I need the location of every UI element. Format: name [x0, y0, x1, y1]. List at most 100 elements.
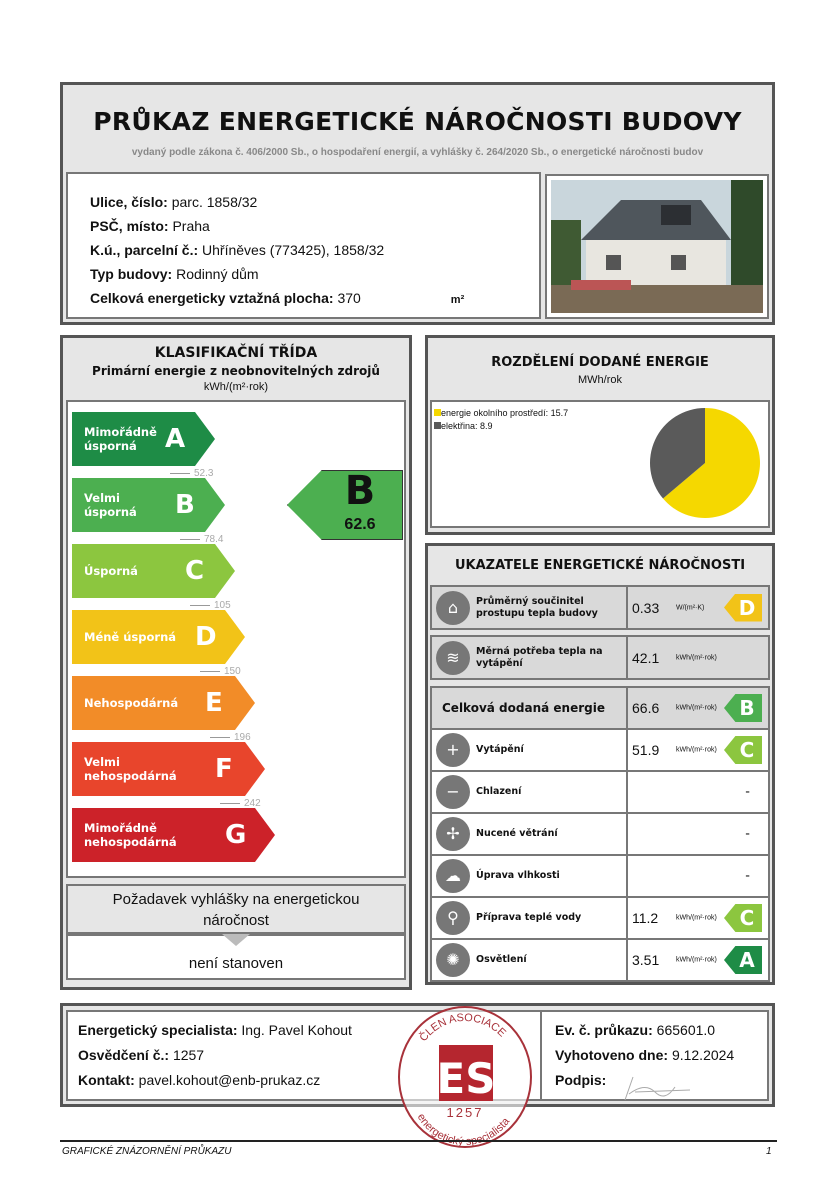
class-letter: G	[225, 820, 247, 850]
column-divider	[626, 688, 628, 728]
indicator-value: 66.6	[632, 700, 660, 716]
distribution-pie	[650, 408, 760, 518]
indicator-name: Průměrný součinitel prostupu tepla budov…	[476, 595, 598, 619]
indicator-row: ≋ Měrná potřeba tepla na vytápění 42.1 kWh/…	[430, 635, 770, 680]
indicator-unit: kWh/(m²·rok)	[676, 654, 717, 661]
legend-swatch	[434, 422, 441, 429]
class-threshold: 52.3	[170, 468, 213, 479]
indicator-empty: -	[745, 868, 750, 884]
indicator-class-badge: C	[724, 736, 762, 764]
specialist-info: Energetický specialista: Ing. Pavel Koho…	[78, 1018, 352, 1093]
result-class-letter: B	[344, 468, 376, 514]
lightbulb-icon: ✺	[436, 943, 470, 977]
faucet-icon: ⚲	[436, 901, 470, 935]
indicator-name: Chlazení	[476, 786, 522, 797]
ev-number-label: Ev. č. průkazu:	[555, 1022, 653, 1038]
class-threshold: 242	[220, 798, 261, 809]
indicator-class-badge: B	[724, 694, 762, 722]
ku-label: K.ú., parcelní č.:	[90, 242, 199, 258]
specialist-divider	[540, 1010, 542, 1101]
legend-label: energie okolního prostředí: 15.7	[441, 408, 569, 418]
indicator-unit: kWh/(m²·rok)	[676, 914, 717, 922]
indicator-row: Celková dodaná energie 66.6 kWh/(m²·rok) B	[430, 686, 770, 730]
contact-email: pavel.kohout@enb-prukaz.cz	[138, 1072, 321, 1088]
indicator-row: ☁ Úprava vlhkosti -	[430, 854, 770, 898]
distribution-title: ROZDĚLENÍ DODANÉ ENERGIE	[491, 355, 709, 370]
signature-label: Podpis:	[555, 1072, 607, 1088]
class-letter: D	[195, 622, 217, 652]
requirement-header	[66, 884, 406, 934]
class-threshold: 78.4	[180, 534, 223, 545]
indicator-name: Vytápění	[476, 744, 524, 755]
class-label: Mimořádně úsporná	[84, 425, 157, 453]
classification-subtitle: Primární energie z neobnovitelných zdroj…	[92, 364, 380, 378]
class-letter: A	[165, 424, 186, 454]
specialist-name: Ing. Pavel Kohout	[241, 1022, 352, 1038]
class-bar-f: Velmi nehospodárná F	[72, 742, 265, 796]
area-label: Celková energeticky vztažná plocha:	[90, 290, 334, 306]
legend-item-electricity: elektřina: 8.9	[434, 420, 568, 433]
requirement-pointer	[222, 934, 250, 946]
building-info: Ulice, číslo: parc. 1858/32 PSČ, místo: …	[66, 172, 541, 319]
indicator-value: 42.1	[632, 649, 660, 666]
column-divider	[626, 898, 628, 938]
classification-title: KLASIFIKAČNÍ TŘÍDA	[154, 345, 318, 361]
column-divider	[626, 814, 628, 854]
footer-divider	[60, 1140, 777, 1142]
class-bar-g: Mimořádně nehospodárná G	[72, 808, 275, 862]
requirement-title: Požadavek vyhlášky na energetickou nároč…	[112, 891, 360, 929]
building-photo	[545, 174, 769, 319]
indicator-value: 11.2	[632, 910, 659, 926]
class-label: Velmi úsporná	[84, 491, 137, 519]
type-value: Rodinný dům	[176, 266, 259, 282]
indicator-value: 0.33	[632, 599, 660, 616]
class-label: Velmi nehospodárná	[84, 755, 177, 783]
signature-image	[624, 1076, 691, 1101]
certificate-label: Osvědčení č.:	[78, 1047, 170, 1063]
column-divider	[626, 587, 628, 628]
column-divider	[626, 856, 628, 896]
class-letter: B	[175, 490, 195, 520]
column-divider	[626, 772, 628, 812]
indicator-class-badge: C	[724, 904, 762, 932]
pie-slice-0	[663, 408, 760, 518]
class-bar-d: Méně úsporná D	[72, 610, 245, 664]
class-threshold: 150	[200, 666, 241, 677]
class-label: Úsporná	[84, 564, 138, 578]
house-icon: ⌂	[436, 590, 470, 625]
class-label: Nehospodárná	[84, 696, 179, 710]
humidity-icon: ☁	[436, 859, 470, 893]
class-letter: E	[205, 688, 223, 718]
indicators-title: UKAZATELE ENERGETICKÉ NÁROČNOSTI	[454, 558, 746, 573]
heat-demand-icon: ≋	[436, 640, 470, 675]
psc-value: Praha	[172, 218, 210, 234]
issue-date: 9.12.2024	[671, 1047, 735, 1063]
indicator-name: Celková dodaná energie	[442, 701, 605, 715]
indicator-row: ✢ Nucené větrání -	[430, 812, 770, 856]
class-letter: F	[215, 754, 233, 784]
psc-label: PSČ, místo:	[90, 218, 169, 234]
certificate-info: Ev. č. průkazu: 665601.0 Vyhotoveno dne:…	[555, 1018, 734, 1093]
indicator-empty: -	[745, 784, 750, 800]
indicator-row: − Chlazení -	[430, 770, 770, 814]
distribution-legend: energie okolního prostředí: 15.7 elektři…	[434, 407, 568, 433]
class-bar-e: Nehospodárná E	[72, 676, 255, 730]
indicator-name: Osvětlení	[476, 954, 527, 965]
class-bar-a: Mimořádně úsporná A	[72, 412, 215, 466]
column-divider	[626, 637, 628, 678]
house-photo-image	[551, 180, 763, 313]
indicator-value: 3.51	[632, 952, 660, 968]
indicator-row: ✺ Osvětlení 3.51 kWh/(m²·rok) A	[430, 938, 770, 982]
area-value: 370	[337, 290, 361, 306]
ku-value: Uhříněves (773425), 1858/32	[202, 242, 385, 258]
indicator-unit: kWh/(m²·rok)	[676, 956, 717, 964]
indicator-unit: W/(m²·K)	[676, 604, 705, 611]
indicator-unit: kWh/(m²·rok)	[676, 704, 717, 712]
legend-item-ambient: energie okolního prostředí: 15.7	[434, 407, 568, 420]
certificate-number: 1257	[172, 1047, 205, 1063]
street-label: Ulice, číslo:	[90, 194, 168, 210]
legend-label: elektřina: 8.9	[441, 421, 493, 431]
class-label: Méně úsporná	[84, 630, 177, 644]
result-class-value: 62.6	[344, 516, 376, 533]
thermometer-minus-icon: −	[436, 775, 470, 809]
